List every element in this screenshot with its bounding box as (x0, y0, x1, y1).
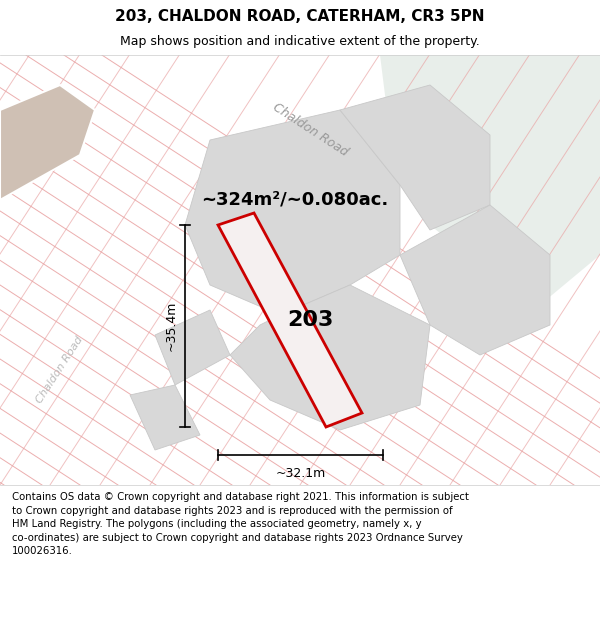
Polygon shape (0, 85, 95, 200)
Text: ~35.4m: ~35.4m (164, 301, 178, 351)
Text: Contains OS data © Crown copyright and database right 2021. This information is : Contains OS data © Crown copyright and d… (12, 492, 469, 556)
Text: Map shows position and indicative extent of the property.: Map shows position and indicative extent… (120, 35, 480, 48)
Polygon shape (185, 110, 400, 315)
Text: 203, CHALDON ROAD, CATERHAM, CR3 5PN: 203, CHALDON ROAD, CATERHAM, CR3 5PN (115, 9, 485, 24)
Polygon shape (0, 265, 160, 485)
Polygon shape (230, 285, 430, 430)
Text: ~324m²/~0.080ac.: ~324m²/~0.080ac. (202, 191, 389, 209)
Text: ~32.1m: ~32.1m (275, 467, 326, 480)
Polygon shape (340, 85, 490, 230)
Text: Chaldon Road: Chaldon Road (35, 335, 85, 405)
Polygon shape (155, 310, 230, 385)
Text: Chaldon Road: Chaldon Road (270, 101, 350, 159)
Text: 203: 203 (287, 310, 333, 330)
Polygon shape (130, 385, 200, 450)
Polygon shape (218, 213, 362, 427)
Polygon shape (380, 55, 600, 305)
Polygon shape (0, 85, 255, 275)
Polygon shape (400, 205, 550, 355)
